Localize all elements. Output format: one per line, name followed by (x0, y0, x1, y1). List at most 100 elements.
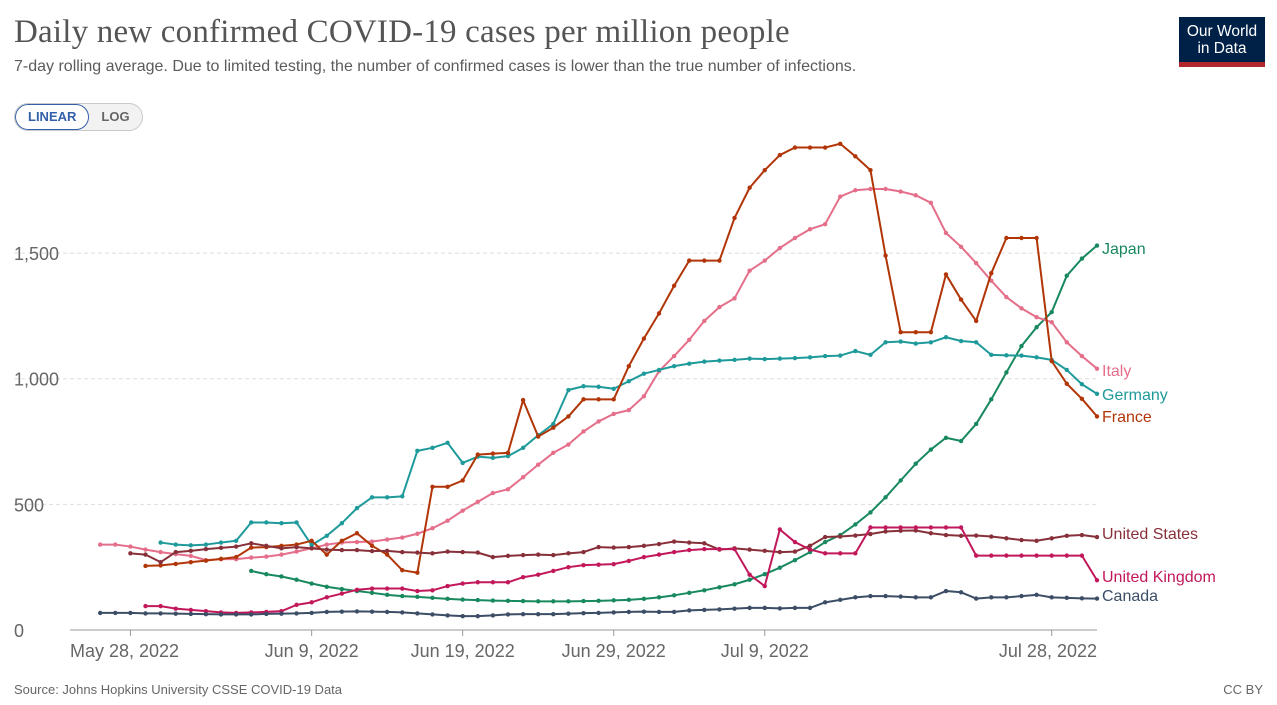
data-point[interactable] (822, 221, 828, 227)
data-point[interactable] (445, 583, 450, 589)
series-label-united-kingdom[interactable]: United Kingdom (1102, 569, 1216, 586)
data-point[interactable] (415, 448, 420, 454)
data-point[interactable] (702, 258, 707, 263)
data-point[interactable] (581, 384, 586, 389)
data-point[interactable] (943, 532, 949, 538)
data-point[interactable] (294, 611, 299, 616)
data-point[interactable] (1019, 343, 1024, 349)
series-label-japan[interactable]: Japan (1102, 241, 1146, 258)
data-point[interactable] (853, 533, 858, 538)
data-point[interactable] (354, 539, 360, 545)
series-label-germany[interactable]: Germany (1102, 387, 1168, 404)
data-point[interactable] (973, 533, 979, 538)
data-point[interactable] (188, 607, 194, 613)
data-point[interactable] (294, 549, 299, 554)
data-point[interactable] (989, 595, 994, 600)
data-point[interactable] (551, 425, 556, 430)
data-point[interactable] (309, 538, 314, 543)
data-point[interactable] (1094, 534, 1100, 540)
data-point[interactable] (158, 559, 163, 565)
data-point[interactable] (551, 450, 556, 456)
data-point[interactable] (400, 610, 405, 615)
data-point[interactable] (943, 588, 949, 594)
data-point[interactable] (566, 611, 571, 616)
data-point[interactable] (641, 371, 647, 376)
data-point[interactable] (535, 434, 541, 439)
data-point[interactable] (1049, 536, 1054, 541)
data-point[interactable] (807, 227, 813, 232)
data-point[interactable] (1049, 358, 1054, 364)
data-point[interactable] (687, 361, 692, 366)
data-point[interactable] (415, 611, 420, 616)
data-point[interactable] (913, 330, 918, 335)
data-point[interactable] (249, 545, 254, 550)
data-point[interactable] (475, 550, 480, 555)
data-point[interactable] (883, 253, 888, 258)
data-point[interactable] (158, 611, 163, 616)
data-point[interactable] (384, 592, 390, 598)
data-point[interactable] (1094, 243, 1100, 248)
data-point[interactable] (1079, 596, 1085, 601)
data-point[interactable] (868, 167, 873, 173)
data-point[interactable] (294, 577, 299, 582)
data-point[interactable] (551, 552, 556, 558)
data-point[interactable] (430, 484, 435, 489)
data-point[interactable] (384, 537, 390, 542)
data-point[interactable] (898, 594, 903, 599)
data-point[interactable] (702, 359, 707, 364)
data-point[interactable] (943, 335, 949, 340)
data-point[interactable] (128, 610, 133, 616)
data-point[interactable] (807, 605, 813, 611)
data-point[interactable] (445, 484, 450, 489)
data-point[interactable] (339, 521, 345, 526)
data-point[interactable] (430, 526, 435, 531)
data-point[interactable] (656, 541, 662, 547)
data-point[interactable] (460, 597, 465, 602)
data-point[interactable] (460, 460, 465, 466)
data-point[interactable] (762, 167, 767, 173)
data-point[interactable] (747, 356, 752, 361)
data-point[interactable] (384, 552, 390, 557)
data-point[interactable] (551, 421, 556, 427)
data-point[interactable] (384, 586, 390, 591)
data-point[interactable] (264, 520, 269, 525)
data-point[interactable] (807, 547, 813, 552)
data-point[interactable] (490, 455, 496, 461)
data-point[interactable] (294, 520, 299, 525)
data-point[interactable] (581, 429, 586, 434)
data-point[interactable] (1004, 595, 1009, 600)
data-point[interactable] (490, 580, 496, 585)
data-point[interactable] (566, 551, 571, 556)
data-point[interactable] (1094, 596, 1100, 601)
data-point[interactable] (324, 533, 329, 538)
data-point[interactable] (1094, 414, 1100, 419)
data-point[interactable] (1019, 306, 1024, 311)
data-point[interactable] (762, 572, 767, 577)
series-line-japan[interactable] (251, 244, 1098, 603)
data-point[interactable] (430, 551, 435, 556)
data-point[interactable] (671, 609, 677, 615)
data-point[interactable] (188, 611, 194, 617)
data-point[interactable] (928, 447, 934, 452)
data-point[interactable] (611, 397, 616, 402)
data-point[interactable] (807, 543, 813, 549)
data-point[interactable] (1034, 553, 1039, 558)
data-point[interactable] (1079, 382, 1085, 387)
data-point[interactable] (490, 613, 496, 618)
data-point[interactable] (1064, 381, 1069, 386)
data-point[interactable] (520, 445, 526, 451)
data-point[interactable] (279, 574, 284, 579)
data-point[interactable] (958, 525, 964, 530)
data-point[interactable] (400, 586, 405, 591)
data-point[interactable] (415, 531, 420, 536)
data-point[interactable] (913, 528, 918, 533)
data-point[interactable] (687, 540, 692, 545)
data-point[interactable] (173, 542, 178, 547)
data-point[interactable] (611, 411, 616, 417)
data-point[interactable] (505, 598, 511, 604)
data-point[interactable] (913, 525, 918, 530)
data-point[interactable] (596, 397, 601, 402)
data-point[interactable] (928, 340, 934, 345)
data-point[interactable] (354, 531, 360, 536)
data-point[interactable] (732, 582, 737, 587)
